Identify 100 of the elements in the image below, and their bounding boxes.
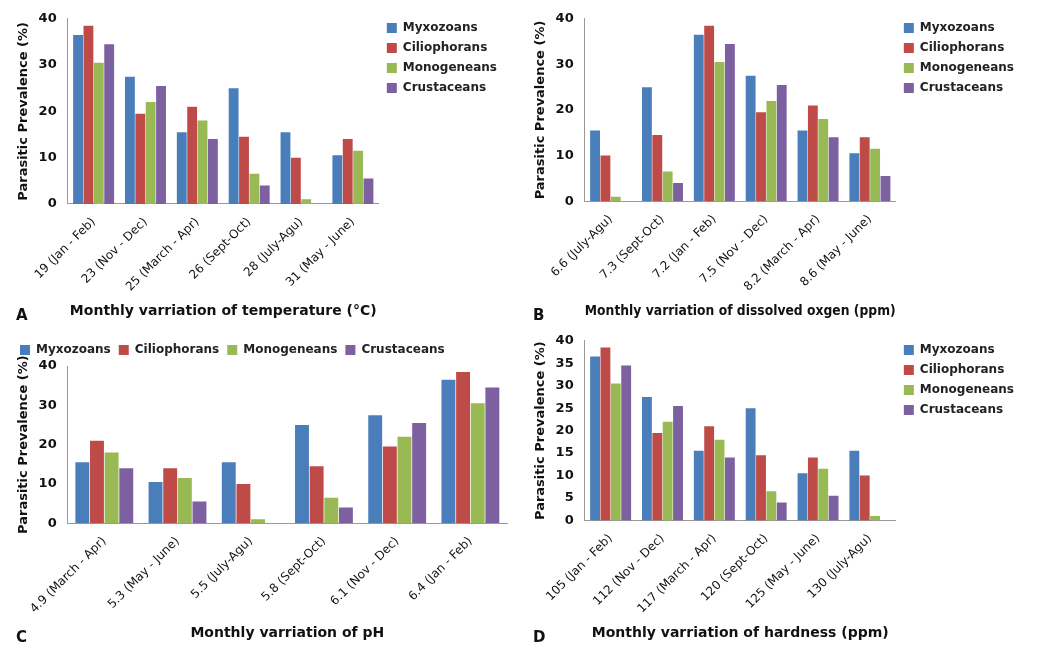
y-tick-label: 25	[555, 399, 574, 415]
y-tick-label: 5	[564, 489, 574, 505]
y-tick-label: 10	[555, 466, 574, 482]
bar	[621, 365, 632, 521]
bar	[724, 457, 735, 521]
legend-label: Ciliophorans	[402, 40, 488, 55]
bar	[766, 491, 777, 521]
y-axis-title: Parasitic Prevalence (%)	[532, 341, 548, 521]
legend-label: Monogeneans	[919, 60, 1015, 75]
text: A	[16, 306, 28, 325]
y-tick-label: 30	[38, 56, 57, 72]
bar	[745, 408, 756, 521]
bar	[859, 137, 870, 202]
legend-label: Ciliophorans	[919, 40, 1005, 55]
bar	[756, 112, 766, 202]
bar	[75, 462, 90, 524]
bar	[714, 439, 725, 521]
legend-label: Monogeneans	[402, 60, 498, 75]
bar	[776, 502, 787, 521]
bar	[470, 403, 485, 524]
bar	[673, 182, 683, 202]
bar	[870, 148, 881, 202]
bar	[197, 120, 208, 204]
bar	[673, 405, 683, 521]
y-tick-label: 35	[555, 354, 574, 370]
bar	[332, 155, 343, 204]
bar	[797, 130, 808, 202]
legend-label: Myxozoans	[402, 20, 478, 35]
bar	[353, 150, 364, 204]
bar	[342, 139, 353, 204]
bar	[818, 468, 829, 521]
bar	[870, 516, 881, 521]
bar	[797, 473, 808, 521]
bar	[693, 450, 704, 521]
bar	[280, 132, 291, 204]
bar	[412, 422, 427, 524]
bar	[156, 85, 166, 204]
legend-label: Crustaceans	[361, 342, 445, 357]
bar	[600, 347, 611, 521]
bar	[239, 136, 249, 204]
bar	[662, 171, 673, 202]
bar	[849, 153, 860, 202]
legend-label: Monogeneans	[919, 382, 1015, 397]
bar	[600, 155, 611, 202]
bar	[704, 25, 715, 202]
bar	[148, 481, 163, 524]
y-tick-label: 0	[47, 195, 57, 211]
bar	[693, 34, 704, 202]
bar	[828, 137, 839, 202]
bar	[776, 84, 787, 202]
bar	[259, 185, 270, 204]
y-tick-label: 0	[564, 192, 574, 208]
bar	[590, 356, 600, 521]
y-tick-label: 30	[38, 396, 57, 412]
bar	[849, 450, 860, 521]
y-tick-label: 30	[555, 55, 574, 71]
y-tick-label: 20	[555, 101, 574, 117]
x-axis-title: Monthly varriation of dissolved oxgen (ppm)	[584, 302, 896, 319]
bar	[662, 421, 673, 521]
bar	[83, 25, 94, 204]
bar	[73, 35, 83, 204]
text: D	[533, 628, 546, 647]
bar	[485, 387, 500, 524]
y-axis-title: Parasitic Prevalence (%)	[15, 21, 31, 201]
bar	[176, 132, 187, 204]
y-tick-label: 15	[555, 444, 574, 460]
bar	[187, 106, 198, 204]
bar	[818, 119, 829, 202]
legend-label: Myxozoans	[919, 342, 995, 357]
bar	[766, 100, 777, 202]
bar	[368, 415, 383, 524]
bar	[641, 396, 652, 521]
bar	[104, 44, 115, 204]
bar	[119, 468, 134, 524]
bar	[309, 466, 324, 524]
bar	[295, 424, 309, 524]
bar	[177, 478, 192, 524]
bar	[104, 452, 119, 524]
bar	[652, 432, 663, 521]
bar	[828, 495, 839, 521]
bar	[724, 43, 735, 202]
bar	[714, 62, 725, 202]
bar	[590, 130, 600, 202]
bar	[807, 105, 818, 202]
x-axis-title: Monthly varriation of temperature (°C)	[69, 302, 377, 319]
bar	[382, 446, 397, 524]
y-tick-label: 40	[555, 10, 574, 26]
legend-label: Myxozoans	[36, 342, 111, 357]
bar	[236, 483, 251, 524]
bar	[338, 507, 353, 524]
bar	[124, 76, 135, 204]
bar	[397, 436, 412, 524]
y-tick-label: 10	[38, 475, 57, 491]
bar	[610, 383, 621, 521]
bar	[652, 135, 663, 202]
bar	[880, 176, 891, 202]
y-tick-label: 10	[555, 146, 574, 162]
bar	[163, 468, 178, 524]
bar	[641, 87, 652, 202]
x-axis-title: Monthly varriation of hardness (ppm)	[591, 624, 889, 641]
